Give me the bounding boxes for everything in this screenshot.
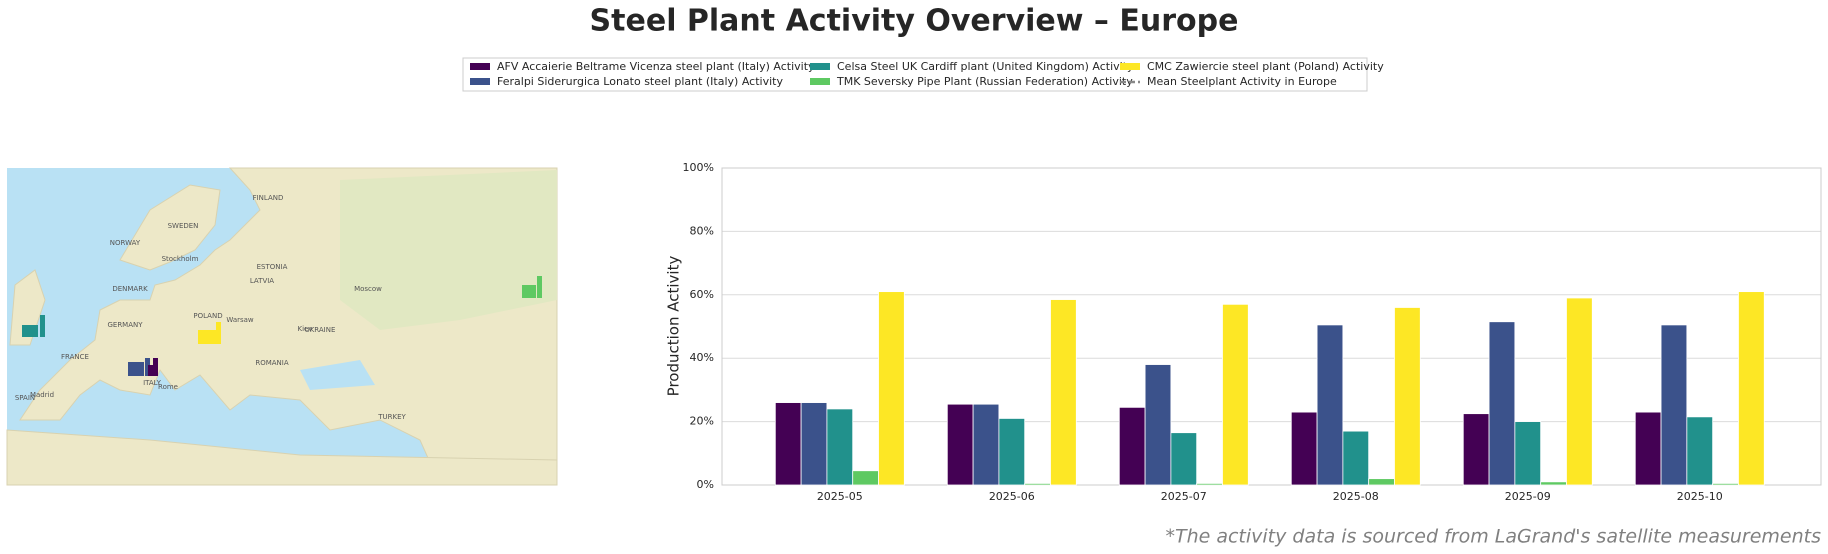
map-label: TURKEY xyxy=(377,413,406,421)
map-label: Stockholm xyxy=(162,255,199,263)
bar xyxy=(1316,324,1344,486)
plant-icon xyxy=(148,358,158,376)
map-label: FRANCE xyxy=(61,353,89,361)
map-label: Madrid xyxy=(30,391,54,399)
legend-swatch xyxy=(1120,63,1140,70)
legend-label: CMC Zawiercie steel plant (Poland) Activ… xyxy=(1147,60,1384,73)
y-tick-label: 40% xyxy=(690,351,714,364)
bar xyxy=(1488,321,1516,486)
map-label: SPAIN xyxy=(15,394,35,402)
y-tick-label: 0% xyxy=(697,478,714,491)
bar xyxy=(1394,307,1421,486)
legend-swatch xyxy=(810,78,830,85)
bar xyxy=(1514,421,1542,486)
x-tick-label: 2025-09 xyxy=(1505,490,1551,503)
bar xyxy=(1368,478,1395,486)
x-tick-label: 2025-10 xyxy=(1677,490,1723,503)
legend-box xyxy=(462,57,1368,92)
bar xyxy=(1566,297,1593,486)
bar xyxy=(1170,432,1198,486)
map-label: Kiev xyxy=(298,325,313,333)
bar xyxy=(1024,483,1051,486)
map-land xyxy=(6,429,558,486)
legend-label: TMK Seversky Pipe Plant (Russian Federat… xyxy=(836,75,1133,88)
bar xyxy=(1342,430,1370,486)
bar xyxy=(826,408,854,486)
bar xyxy=(1290,411,1318,486)
x-tick-label: 2025-08 xyxy=(1333,490,1379,503)
map-label: UKRAINE xyxy=(305,326,336,334)
bar xyxy=(1686,416,1714,486)
map-land xyxy=(119,184,221,271)
bar xyxy=(1196,483,1223,486)
bar xyxy=(852,470,879,486)
legend-label: Celsa Steel UK Cardiff plant (United Kin… xyxy=(837,60,1134,73)
map-label: LATVIA xyxy=(250,277,274,285)
bar xyxy=(1634,411,1662,486)
bar xyxy=(878,291,905,486)
bar xyxy=(774,402,802,486)
map-land xyxy=(340,170,557,330)
bar xyxy=(1660,324,1688,486)
plant-icon xyxy=(128,358,150,376)
bar xyxy=(1540,481,1567,486)
legend-label: AFV Accaierie Beltrame Vicenza steel pla… xyxy=(497,60,815,73)
y-tick-label: 100% xyxy=(683,161,714,174)
x-tick-label: 2025-06 xyxy=(989,490,1035,503)
map-label: ESTONIA xyxy=(257,263,288,271)
map-label: FINLAND xyxy=(253,194,284,202)
legend-swatch xyxy=(470,78,490,85)
map-label: Warsaw xyxy=(226,316,254,324)
bar xyxy=(1712,483,1739,486)
map-label: ITALY xyxy=(143,379,162,387)
legend-swatch xyxy=(810,63,830,70)
x-tick-label: 2025-07 xyxy=(1161,490,1207,503)
legend-label: Mean Steelplant Activity in Europe xyxy=(1147,75,1337,88)
bar xyxy=(1118,406,1146,486)
bar xyxy=(1222,303,1249,486)
x-tick-label: 2025-05 xyxy=(817,490,863,503)
bar xyxy=(800,402,828,486)
y-tick-label: 20% xyxy=(690,415,714,428)
bar xyxy=(1050,299,1077,486)
chart-title: Steel Plant Activity Overview – Europe xyxy=(590,4,1239,39)
bar xyxy=(998,418,1026,486)
plant-icon xyxy=(22,315,45,337)
map-label: GERMANY xyxy=(107,321,143,329)
legend-swatch xyxy=(470,63,490,70)
legend-label: Feralpi Siderurgica Lonato steel plant (… xyxy=(497,75,783,88)
plant-icon xyxy=(198,322,221,344)
bar xyxy=(946,403,974,486)
map-label: DENMARK xyxy=(112,285,148,293)
map: NORWAY SWEDEN FINLAND ESTONIA LATVIA DENMARK P… xyxy=(6,167,558,486)
plant-icon xyxy=(522,276,542,298)
map-label: Rome xyxy=(158,383,178,391)
plot-frame xyxy=(721,167,1822,486)
bar xyxy=(1144,364,1172,486)
y-tick-label: 80% xyxy=(690,224,714,237)
footnote: *The activity data is sourced from LaGra… xyxy=(1165,526,1821,548)
map-label: NORWAY xyxy=(110,239,141,247)
bar xyxy=(1462,413,1490,486)
map-label: Moscow xyxy=(354,285,382,293)
map-label: ROMANIA xyxy=(255,359,289,367)
y-axis-label: Production Activity xyxy=(665,256,683,397)
map-label: SWEDEN xyxy=(168,222,199,230)
bar xyxy=(972,403,1000,486)
y-tick-label: 60% xyxy=(690,288,714,301)
bar xyxy=(1738,291,1765,486)
map-label: POLAND xyxy=(193,312,222,320)
map-sea xyxy=(300,360,375,390)
